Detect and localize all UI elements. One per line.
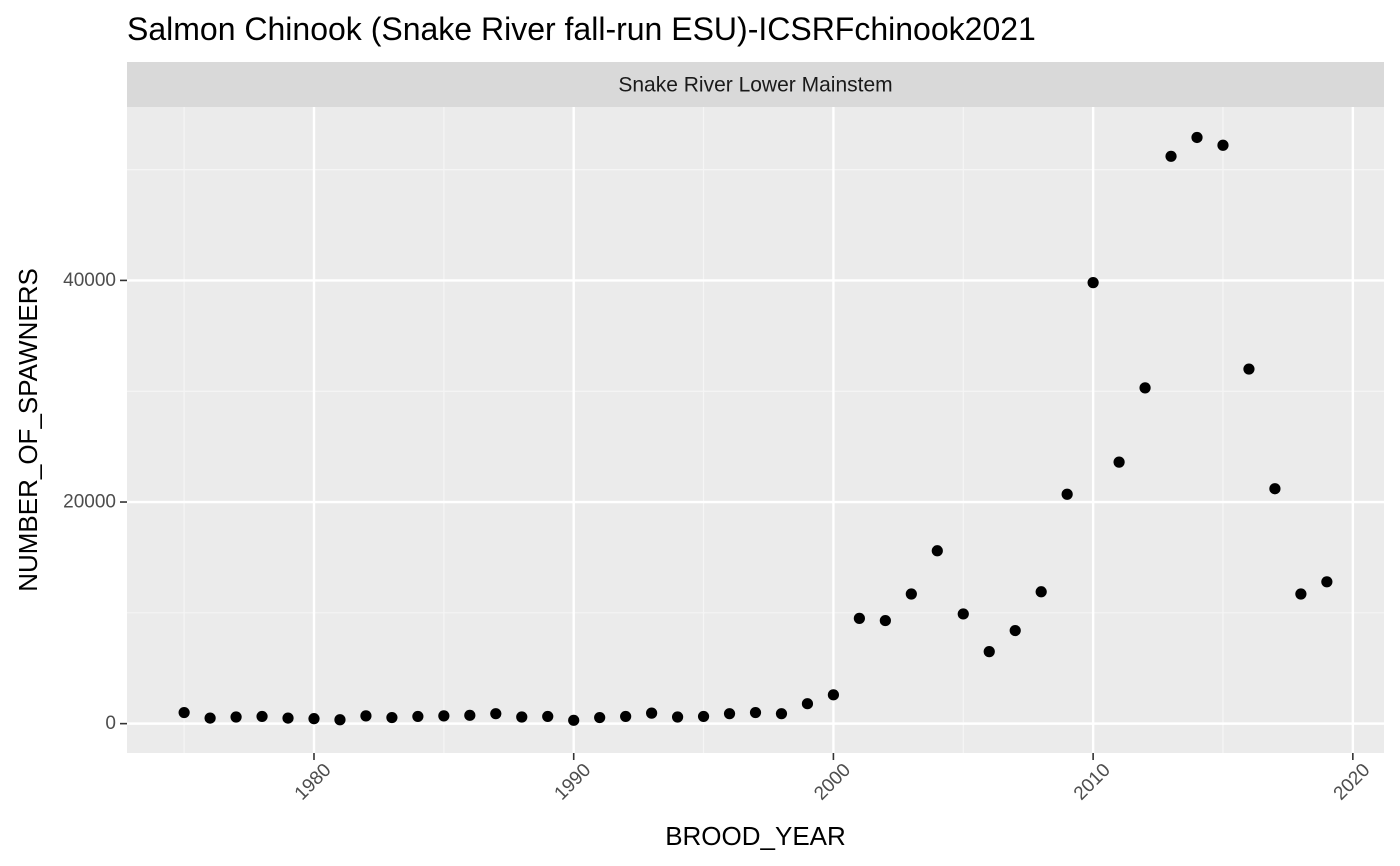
- data-point: [178, 706, 190, 719]
- data-point: [620, 710, 632, 723]
- x-tick-label: 1990: [551, 760, 596, 805]
- data-point: [594, 711, 606, 724]
- data-point: [360, 710, 372, 722]
- data-point: [931, 545, 943, 557]
- data-point: [801, 698, 814, 710]
- data-point: [1243, 363, 1255, 375]
- y-tick-label: 20000: [63, 492, 116, 513]
- x-tick-label: 1980: [291, 760, 336, 805]
- data-point: [412, 710, 424, 723]
- data-point: [853, 612, 865, 624]
- data-point: [671, 711, 684, 723]
- y-tick-label: 40000: [63, 270, 116, 291]
- data-point: [697, 710, 710, 723]
- data-point: [334, 714, 346, 726]
- y-tick-label: 0: [105, 713, 116, 734]
- data-point: [308, 713, 320, 725]
- data-point: [230, 711, 242, 723]
- x-tick-label: 2010: [1070, 760, 1115, 805]
- data-point: [1165, 150, 1177, 162]
- data-point: [1269, 483, 1281, 495]
- data-point: [256, 710, 268, 723]
- data-point: [1321, 576, 1333, 588]
- x-tick-label: 2020: [1330, 760, 1375, 805]
- data-point: [827, 689, 840, 701]
- data-point: [204, 712, 216, 724]
- data-point: [1139, 382, 1151, 394]
- data-point: [1191, 131, 1203, 144]
- x-axis-ticks: 1980 1990 2000 2010 2020: [291, 753, 1375, 805]
- data-point: [1035, 586, 1047, 598]
- data-point: [879, 614, 891, 627]
- data-point: [775, 708, 788, 720]
- data-point: [957, 608, 969, 620]
- plot-panel: [127, 107, 1384, 753]
- chart-title: Salmon Chinook (Snake River fall-run ESU…: [127, 11, 1036, 47]
- x-axis-title: BROOD_YEAR: [665, 821, 846, 851]
- y-axis-ticks: 0 20000 40000: [63, 270, 127, 734]
- data-point: [386, 711, 398, 724]
- data-point: [282, 712, 294, 724]
- data-point: [542, 710, 554, 723]
- data-point: [646, 707, 658, 719]
- facet-label: Snake River Lower Mainstem: [618, 74, 892, 97]
- data-point: [905, 588, 917, 600]
- data-point: [490, 708, 502, 720]
- data-point: [1217, 139, 1229, 151]
- x-tick-label: 2000: [810, 760, 855, 805]
- data-point: [749, 706, 762, 719]
- data-points: [178, 131, 1333, 726]
- data-point: [516, 711, 528, 723]
- facet-strip: [127, 62, 1384, 107]
- y-axis-title: NUMBER_OF_SPAWNERS: [13, 268, 43, 592]
- data-point: [1087, 277, 1099, 289]
- data-point: [1295, 588, 1307, 600]
- data-point: [464, 709, 476, 721]
- data-point: [438, 710, 450, 722]
- data-point: [1061, 488, 1073, 500]
- data-point: [983, 646, 995, 658]
- data-point: [568, 714, 580, 726]
- data-point: [723, 708, 736, 720]
- data-point: [1009, 624, 1021, 637]
- minor-gridlines: [127, 107, 1384, 753]
- data-point: [1113, 456, 1125, 468]
